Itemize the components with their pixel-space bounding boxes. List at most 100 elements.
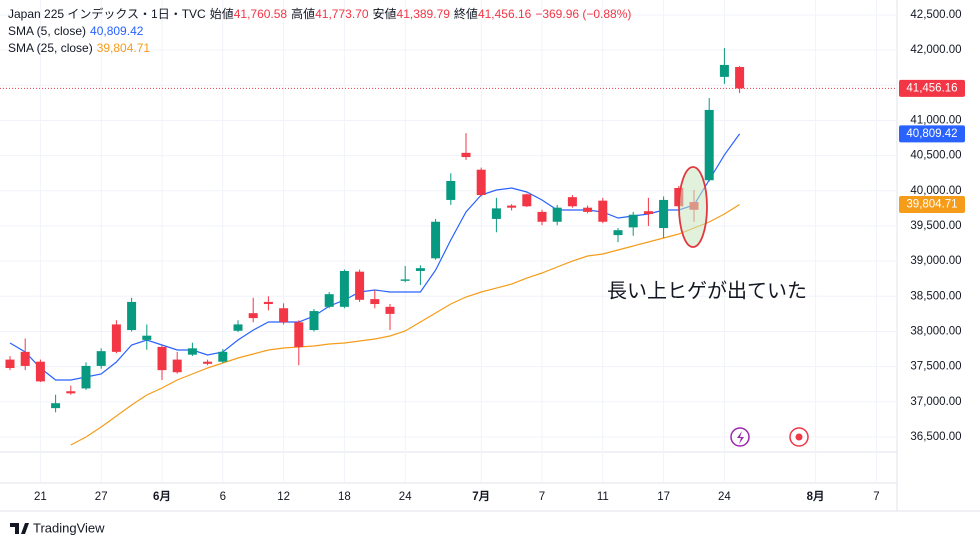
candle-body [370, 299, 380, 305]
candle-body [522, 194, 532, 207]
event-icon[interactable] [730, 427, 750, 447]
highlight-ellipse [678, 166, 708, 248]
legend-name[interactable]: SMA (25, close) [8, 41, 93, 55]
candle-body [583, 207, 593, 212]
candle-body [142, 335, 152, 340]
candle-body [537, 211, 547, 222]
candle-body [400, 279, 410, 281]
x-tick-label: 17 [657, 491, 670, 503]
x-tick-label: 7月 [472, 490, 490, 503]
candle-body [461, 152, 471, 158]
sma-row: SMA (5, close) 40,809.42 [8, 23, 635, 40]
candle-body [476, 169, 486, 196]
x-tick-label: 6月 [153, 490, 171, 503]
price-tag [899, 196, 965, 214]
candle-body [66, 391, 76, 394]
x-tick-label: 6 [220, 491, 226, 503]
tradingview-logo[interactable]: TradingView [10, 520, 105, 535]
symbol-title[interactable]: Japan 225 インデックス・1日・TVC [8, 7, 206, 21]
ohlc-label: 終値 [453, 7, 478, 21]
candle-body [248, 313, 258, 319]
candle-body [187, 348, 197, 355]
y-tick-label: 42,500.00 [910, 9, 961, 21]
event-icon[interactable] [789, 427, 809, 447]
price-axis: 36,500.00 37,000.00 37,500.00 38,000.00 38,5… [34, 9, 965, 503]
y-tick-label: 41,000.00 [910, 115, 961, 127]
y-tick-label: 40,500.00 [910, 150, 961, 162]
sma-row: SMA (25, close) 39,804.71 [8, 40, 635, 57]
y-tick-label: 39,000.00 [910, 255, 961, 267]
candle-body [127, 301, 137, 331]
x-tick-label: 7 [873, 491, 879, 503]
annotation: 長い上ヒゲが出ていた [607, 279, 807, 302]
x-tick-label: 21 [34, 491, 47, 503]
candle-body [35, 361, 45, 382]
legend-value: 40,809.42 [90, 24, 144, 38]
price-tag-label: 40,809.42 [906, 128, 957, 140]
candle-body [233, 324, 243, 331]
event-icon-bolt [737, 431, 744, 444]
candle-body [157, 346, 167, 371]
ohlc-label: 高値 [291, 7, 316, 21]
candle-body [628, 214, 638, 228]
candle-body [263, 301, 273, 305]
candle-body [659, 199, 669, 229]
candle-body [294, 322, 304, 347]
candle-body [719, 64, 729, 77]
candle-body [111, 324, 121, 352]
x-tick-label: 18 [338, 491, 351, 503]
candle-body [598, 200, 608, 222]
y-tick-label: 40,000.00 [910, 185, 961, 197]
x-tick-label: 11 [597, 491, 609, 503]
candle-body [309, 311, 319, 331]
brand: TradingView [33, 520, 105, 535]
x-tick-label: 12 [277, 491, 290, 503]
ohlc-value: 41,389.79 [396, 7, 450, 21]
price-tag [899, 79, 965, 97]
candle-body [567, 197, 577, 207]
candle-body [339, 270, 349, 307]
candle-body [643, 211, 653, 215]
ohlc-value: 41,773.70 [315, 7, 369, 21]
candle-body [415, 268, 425, 271]
event-icon-dot [795, 433, 803, 441]
ohlc-value: 41,760.58 [233, 7, 288, 21]
y-tick-label: 38,000.00 [910, 325, 961, 337]
candle-body [704, 109, 714, 181]
x-tick-label: 24 [718, 491, 731, 503]
candle-body [5, 359, 15, 369]
y-tick-label: 36,500.00 [910, 431, 961, 443]
price-tag [899, 125, 965, 143]
x-tick-label: 27 [95, 491, 108, 503]
candle-body [172, 359, 182, 373]
y-tick-label: 38,500.00 [910, 290, 961, 302]
candle-body [385, 306, 395, 314]
x-tick-label: 7 [539, 491, 545, 503]
price-tag-label: 39,804.71 [906, 199, 957, 211]
candle-body [279, 308, 289, 323]
change: −369.96 (−0.88%) [535, 7, 632, 21]
candle-body [431, 221, 441, 259]
sma-line [70, 203, 740, 446]
y-tick-label: 37,500.00 [910, 361, 961, 373]
grid [0, 0, 897, 483]
y-tick-label: 42,000.00 [910, 44, 961, 56]
y-tick-label: 39,500.00 [910, 220, 961, 232]
candle-body [218, 351, 228, 362]
candle-body [446, 180, 456, 200]
candle-body [96, 351, 106, 366]
legend: Japan 225 インデックス・1日・TVC 始値41,760.58 高値41,7… [8, 6, 635, 57]
x-tick-label: 24 [399, 491, 412, 503]
candle-body [552, 207, 562, 222]
ohlc-label: 安値 [372, 7, 397, 21]
symbol-row: Japan 225 インデックス・1日・TVC 始値41,760.58 高値41,7… [8, 6, 635, 23]
candle-body [613, 230, 623, 236]
legend-name[interactable]: SMA (5, close) [8, 24, 87, 38]
candle-body [20, 351, 30, 366]
x-tick-label: 8月 [807, 490, 825, 503]
legend-value: 39,804.71 [96, 41, 151, 55]
y-tick-label: 37,000.00 [910, 396, 961, 408]
